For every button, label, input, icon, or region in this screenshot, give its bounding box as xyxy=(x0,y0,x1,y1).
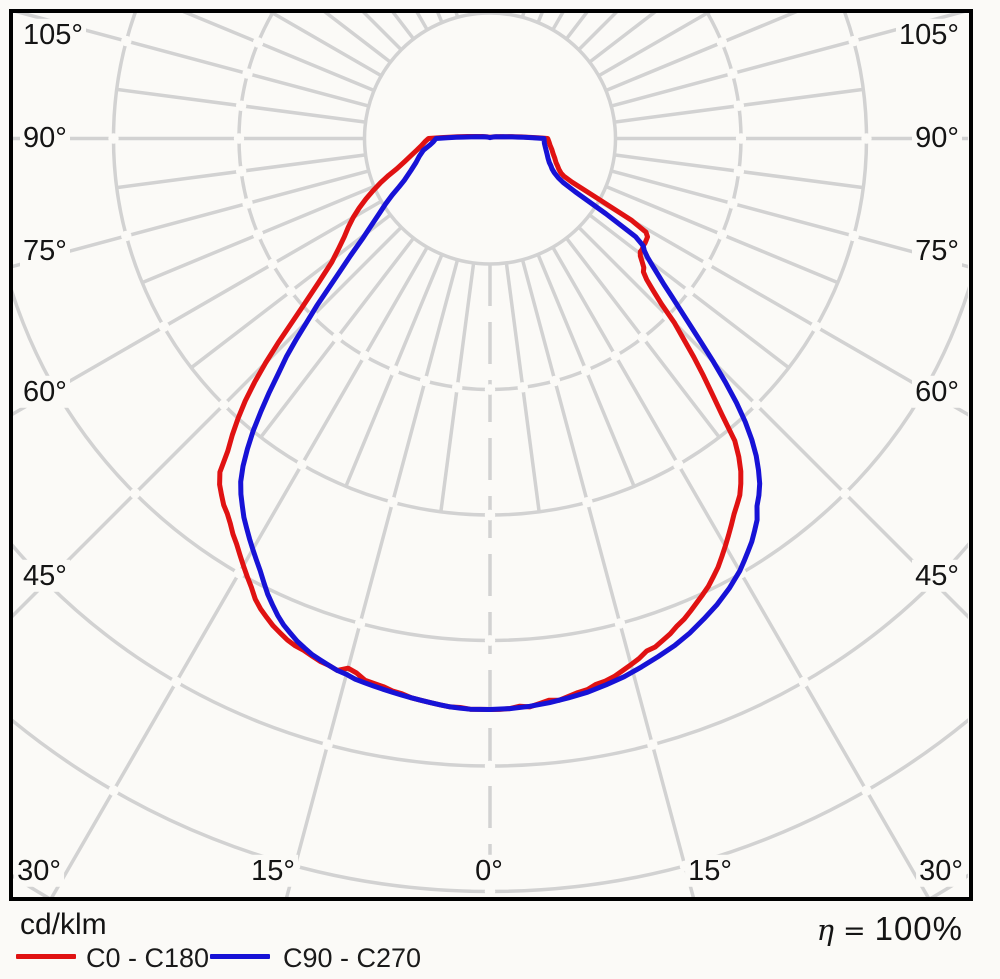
efficiency-label: η = 100% xyxy=(817,910,963,948)
legend-label-c0-c180: C0 - C180 xyxy=(86,943,210,973)
distribution-curves xyxy=(217,134,763,712)
angle-label-left-90: 90° xyxy=(20,121,70,155)
curve-c0-c180 xyxy=(217,134,744,712)
angle-label-right-90: 90° xyxy=(912,121,962,155)
eta-value: 100% xyxy=(874,910,963,947)
legend-swatch-c0-c180 xyxy=(16,954,76,959)
angle-label-left-45: 45° xyxy=(20,559,70,593)
angle-label-left-105: 105° xyxy=(20,18,86,52)
angle-label-right-75: 75° xyxy=(912,234,962,268)
angle-label-right-45: 45° xyxy=(912,559,962,593)
angle-label-right-60: 60° xyxy=(912,375,962,409)
angle-label-bottom-4-30: 30° xyxy=(916,854,966,888)
angle-label-right-105: 105° xyxy=(896,18,962,52)
angle-label-bottom-0-30: 30° xyxy=(14,854,64,888)
unit-label: cd/klm xyxy=(20,908,107,941)
plot-border xyxy=(9,9,973,901)
angle-label-bottom-1-15: 15° xyxy=(248,854,298,888)
grid-intersection-gaps xyxy=(41,35,939,897)
eta-symbol: η xyxy=(816,913,834,947)
angle-label-bottom-2-0: 0° xyxy=(472,854,506,888)
eta-equals: = xyxy=(842,916,866,947)
curve-c90-c270 xyxy=(238,134,763,712)
legend-label-c90-c270: C90 - C270 xyxy=(283,943,422,973)
angle-label-bottom-3-15: 15° xyxy=(685,854,735,888)
angle-label-left-75: 75° xyxy=(20,234,70,268)
angle-label-left-60: 60° xyxy=(20,375,70,409)
legend-swatch-c90-c270 xyxy=(210,954,270,959)
